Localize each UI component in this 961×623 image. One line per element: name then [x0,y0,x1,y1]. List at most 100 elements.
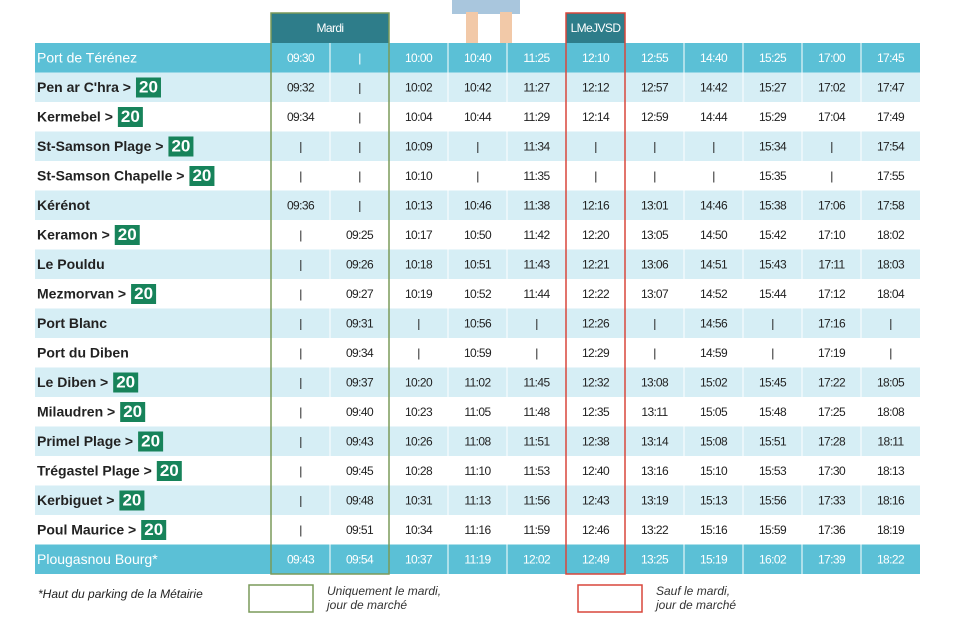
time-cell: | [771,346,774,360]
time-cell: | [358,51,361,65]
time-cell: 14:46 [700,198,728,212]
time-cell: 15:42 [759,228,787,242]
time-cell: 10:37 [405,552,433,566]
row-background [35,367,920,397]
time-cell: 12:38 [582,434,610,448]
time-cell: | [535,316,538,330]
time-cell: | [653,169,656,183]
time-cell: 13:11 [641,405,668,419]
time-cell: 11:42 [523,228,550,242]
time-cell: 10:34 [405,523,433,537]
time-cell: | [299,434,302,448]
time-cell: 10:51 [464,257,492,271]
time-cell: 17:11 [818,257,845,271]
time-cell: 12:32 [582,375,610,389]
time-cell: 17:30 [818,464,846,478]
time-cell: 12:29 [582,346,610,360]
time-cell: 12:02 [523,552,551,566]
time-cell: 11:59 [523,523,550,537]
time-cell: 11:44 [523,287,550,301]
time-cell: 10:13 [405,198,433,212]
time-cell: 09:34 [346,346,374,360]
time-cell: | [299,523,302,537]
time-cell: 12:22 [582,287,610,301]
line-badge [114,225,140,245]
time-cell: 15:10 [700,464,728,478]
line-badge-label: 20 [139,78,158,97]
time-cell: 09:54 [346,552,374,566]
time-cell: 18:03 [877,257,905,271]
time-cell: | [299,346,302,360]
time-cell: 18:19 [877,523,905,537]
time-cell: | [299,405,302,419]
time-cell: 15:56 [759,493,787,507]
time-cell: 09:26 [346,257,374,271]
time-cell: | [535,346,538,360]
row-background [35,485,920,515]
time-cell: 17:19 [818,346,846,360]
time-cell: 10:04 [405,110,433,124]
time-cell: | [830,139,833,153]
time-cell: | [830,169,833,183]
line-badge [156,461,182,481]
time-cell: 15:59 [759,523,787,537]
time-cell: 14:52 [700,287,728,301]
time-cell: | [653,346,656,360]
time-cell: 18:04 [877,287,905,301]
time-cell: 14:59 [700,346,728,360]
time-cell: 15:48 [759,405,787,419]
time-cell: 09:31 [346,316,374,330]
line-badge [138,431,164,452]
stop-name: Milaudren > [37,403,115,419]
stop-name: St-Samson Chapelle > [37,167,184,183]
stop-name: Kérénot [37,197,90,213]
time-cell: 09:34 [287,110,315,124]
stop-name: St-Samson Plage > [37,138,163,154]
time-cell: 13:22 [641,523,669,537]
line-badge-label: 20 [121,107,140,126]
time-cell: | [476,169,479,183]
row-background [35,397,920,427]
time-cell: 15:13 [700,493,728,507]
row-background [35,308,920,338]
time-cell: 15:27 [759,80,787,94]
row-background [35,190,920,220]
time-cell: 11:29 [523,110,550,124]
time-cell: 09:43 [287,552,315,566]
time-cell: 09:30 [287,51,315,65]
row-background [35,43,920,73]
line-badge [113,372,139,393]
stop-name: Primel Plage > [37,433,133,449]
time-cell: 17:49 [877,110,905,124]
line-badge [117,107,143,127]
time-cell: 15:53 [759,464,787,478]
time-cell: 13:14 [641,434,669,448]
time-cell: | [358,80,361,94]
time-cell: | [299,257,302,271]
time-cell: 10:42 [464,80,492,94]
time-cell: 12:16 [582,198,610,212]
time-cell: 10:28 [405,464,433,478]
time-cell: 11:05 [464,405,491,419]
time-cell: 13:25 [641,552,669,566]
line-badge [119,490,145,511]
time-cell: 18:11 [877,434,904,448]
column-frame [565,12,626,575]
time-cell: 10:40 [464,51,492,65]
time-cell: 09:36 [287,198,315,212]
line-badge-label: 20 [116,373,135,392]
time-cell: 15:45 [759,375,787,389]
time-cell: 12:21 [582,257,610,271]
time-cell: | [299,287,302,301]
time-cell: 15:43 [759,257,787,271]
time-cell: | [594,169,597,183]
time-cell: 13:19 [641,493,669,507]
stop-name: Pen ar C'hra > [37,79,131,95]
time-cell: 11:56 [523,493,550,507]
time-cell: 10:59 [464,346,492,360]
row-background [35,544,920,574]
time-cell: | [771,316,774,330]
time-cell: 13:08 [641,375,669,389]
line-badge [135,77,161,98]
line-badge-label: 20 [141,432,160,451]
